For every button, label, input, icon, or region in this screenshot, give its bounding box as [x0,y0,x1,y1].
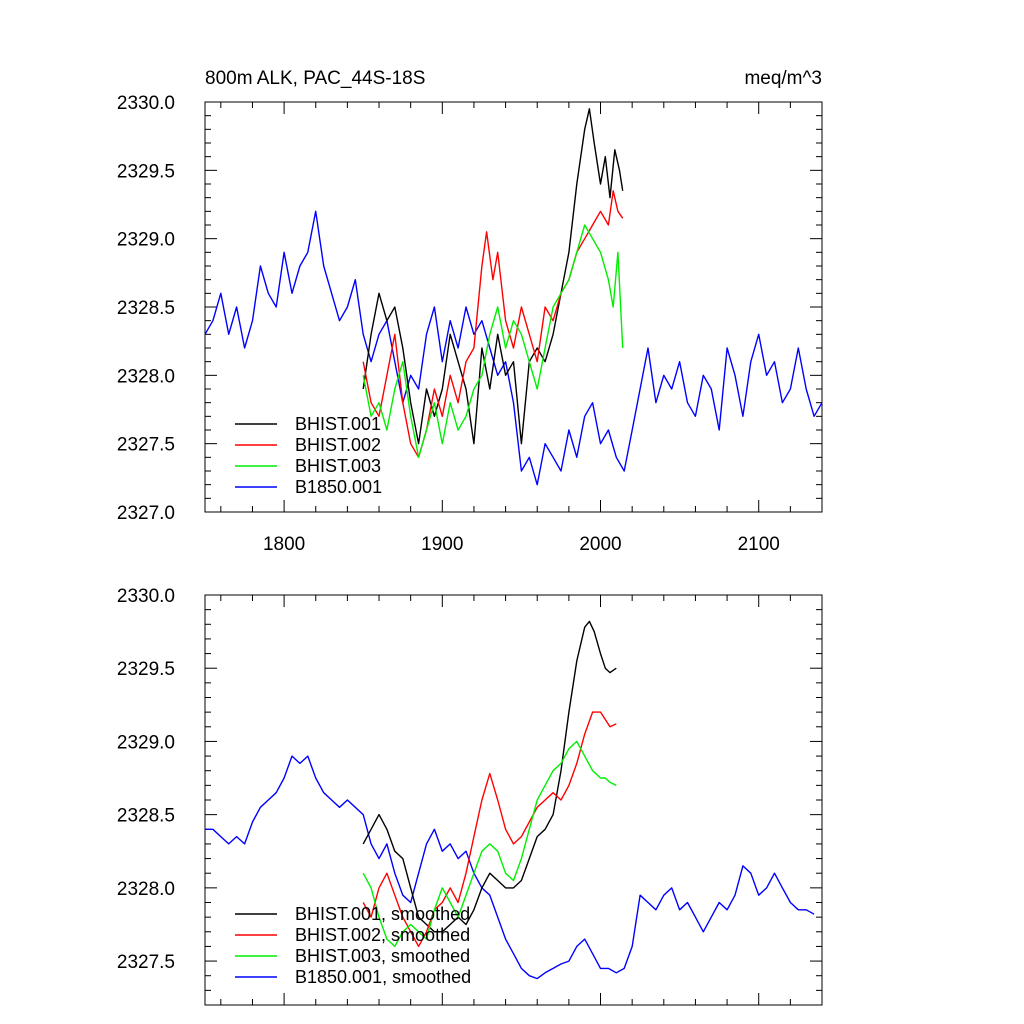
legend-entry: BHIST.003 [295,456,381,476]
bottom-panel: 2327.5 2328.0 2328.5 2329.0 2329.5 2330.0 BHI… [117,586,823,1006]
series-line [205,755,815,980]
y-tick-label: 2328.0 [117,366,175,387]
y-tick-label: 2328.5 [117,298,175,319]
series-line [362,620,617,933]
y-tick-label: 2329.5 [117,161,175,182]
axis-ticks-top: 1800 1900 2000 2100 2327.0 2327.5 2328.0 2328.5… [117,93,823,555]
chart-title: 800m ALK, PAC_44S-18S [205,68,425,89]
legend-entry: BHIST.002 [295,435,381,455]
x-tick-label: 1900 [421,534,463,555]
legend-entry: BHIST.002, smoothed [295,925,470,945]
series-line [362,224,624,458]
y-tick-label: 2328.5 [117,806,175,827]
legend-entry: B1850.001 [295,477,382,497]
y-tick-label: 2327.5 [117,952,175,973]
y-tick-label: 2328.0 [117,879,175,900]
y-tick-label: 2329.0 [117,230,175,251]
y-tick-label: 2329.5 [117,659,175,680]
units-label: meq/m^3 [744,68,822,89]
y-tick-label: 2330.0 [117,93,175,114]
legend-entry: B1850.001, smoothed [295,967,471,987]
y-tick-label: 2327.5 [117,435,175,456]
axis-ticks-bottom: 2327.5 2328.0 2328.5 2329.0 2329.5 2330.0 [117,586,823,1006]
x-tick-label: 2100 [738,534,780,555]
series-group-bottom [205,620,815,980]
y-tick-label: 2330.0 [117,586,175,607]
legend-entry: BHIST.001, smoothed [295,904,470,924]
series-group-top [204,108,823,486]
series-line [362,190,624,458]
series-line [362,108,624,445]
y-tick-label: 2329.0 [117,732,175,753]
top-panel: 800m ALK, PAC_44S-18S meq/m^3 1800 1900 20… [117,68,823,555]
legend-entry: BHIST.003, smoothed [295,946,470,966]
legend-entry: BHIST.001 [295,414,381,434]
series-line [204,210,823,486]
x-tick-label: 2000 [579,534,621,555]
series-line [362,740,617,948]
x-tick-label: 1800 [263,534,305,555]
y-tick-label: 2327.0 [117,503,175,524]
